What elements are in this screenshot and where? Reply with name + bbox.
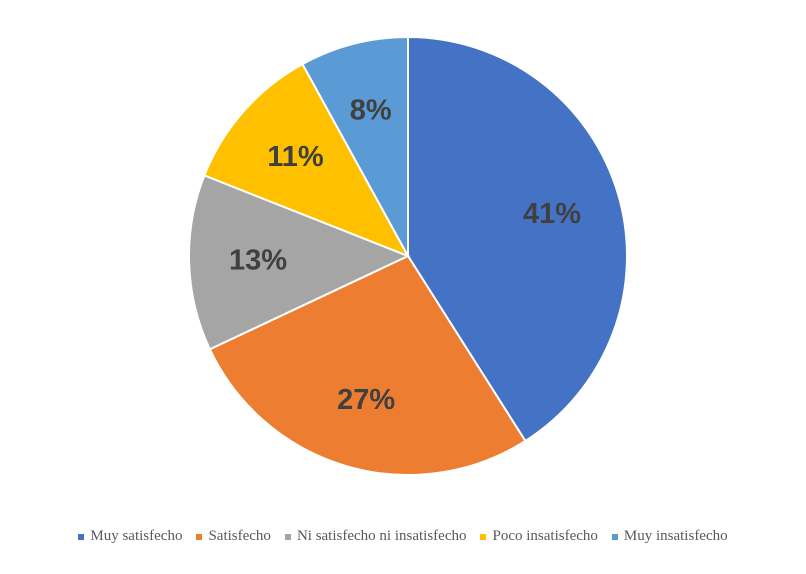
pie-slice-muy-satisfecho [407, 35, 628, 443]
legend-label: Poco insatisfecho [492, 528, 598, 544]
pie-slice-satisfecho [208, 254, 527, 476]
slice-data-label: 13% [229, 245, 287, 277]
slice-data-label: 41% [523, 198, 581, 230]
pie-slices [188, 35, 628, 476]
legend-label: Ni satisfecho ni insatisfecho [296, 528, 467, 544]
legend-swatch [196, 533, 203, 540]
legend-item-poco-insatisfecho: Poco insatisfecho [480, 528, 598, 545]
legend-item-satisfecho: Satisfecho [196, 528, 271, 545]
slice-data-label: 27% [337, 384, 395, 416]
legend-label: Satisfecho [208, 528, 271, 544]
slice-data-label: 11% [267, 141, 324, 173]
pie-slice-poco-insatisfecho [203, 62, 411, 258]
legend-item-ni-satisfecho-ni-insatisfecho: Ni satisfecho ni insatisfecho [284, 528, 467, 545]
legend-swatch [480, 533, 487, 540]
slice-data-label: 8% [350, 95, 392, 127]
pie-slice-muy-insatisfecho [301, 35, 409, 257]
legend-item-muy-satisfecho: Muy satisfecho [78, 528, 182, 545]
legend-item-muy-insatisfecho: Muy insatisfecho [611, 528, 728, 545]
legend-swatch [284, 533, 291, 540]
pie-slice-ni-satisfecho-ni-insatisfecho [188, 174, 411, 351]
legend: Muy satisfecho Satisfecho Ni satisfecho … [0, 528, 806, 545]
legend-swatch [78, 533, 85, 540]
legend-label: Muy satisfecho [90, 528, 183, 544]
legend-label: Muy insatisfecho [623, 528, 728, 544]
slice-labels: 41% 27% 13% 11% 8% [229, 95, 581, 416]
legend-swatch [611, 533, 618, 540]
